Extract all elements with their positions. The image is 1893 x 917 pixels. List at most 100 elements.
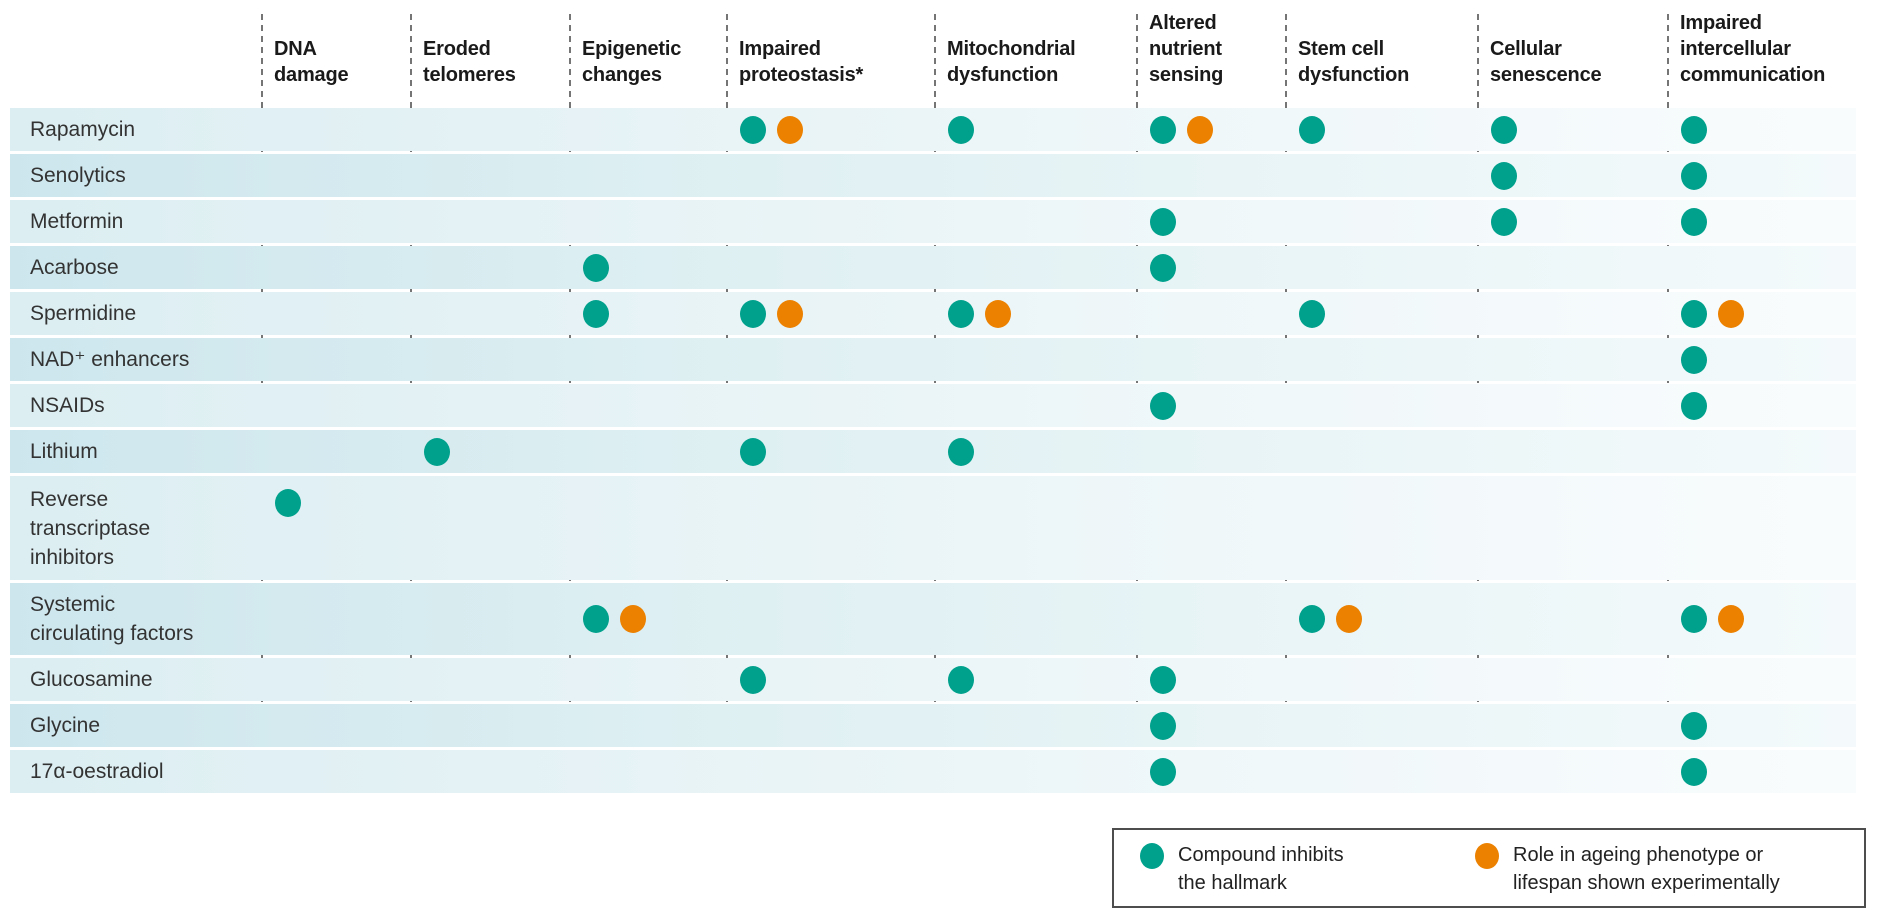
matrix-cell (261, 430, 410, 473)
experimental-role-dot-icon (777, 299, 803, 328)
compound-inhibits-dot-icon (1681, 391, 1707, 420)
matrix-cell (726, 658, 934, 701)
matrix-cell (1667, 154, 1856, 197)
row-label: Spermidine (30, 302, 137, 325)
matrix-cell (1285, 430, 1477, 473)
matrix-cell (1477, 583, 1667, 655)
matrix-cell (569, 430, 726, 473)
compound-inhibits-dot-icon (1681, 605, 1707, 633)
compound-inhibits-dot-icon (1491, 207, 1517, 236)
table-row: Spermidine (10, 292, 1856, 335)
matrix-cell (726, 476, 934, 580)
matrix-cell (410, 200, 569, 243)
matrix-cell (1136, 338, 1285, 381)
matrix-cell (726, 246, 934, 289)
matrix-cell (1477, 292, 1667, 335)
legend-label-inhibits: Compound inhibits the hallmark (1178, 844, 1344, 894)
matrix-cell (934, 200, 1136, 243)
matrix-cell (410, 476, 569, 580)
matrix-cell (1667, 246, 1856, 289)
matrix-cell (726, 583, 934, 655)
legend: Compound inhibits the hallmark Role in a… (1112, 828, 1866, 908)
column-header-impaired-proteostasis: Impaired proteostasis* (739, 38, 864, 86)
matrix-cell (1285, 658, 1477, 701)
matrix-cell (569, 108, 726, 151)
matrix-cell (726, 292, 934, 335)
compound-inhibits-dot-icon (1681, 757, 1707, 786)
column-header-epigenetic-changes: Epigenetic changes (582, 38, 682, 86)
matrix-cell (569, 704, 726, 747)
matrix-cell (569, 338, 726, 381)
matrix-cell (934, 476, 1136, 580)
experimental-role-dot-icon (1718, 605, 1744, 633)
matrix-cell (1667, 583, 1856, 655)
matrix-cell (1136, 384, 1285, 427)
compound-inhibits-dot-icon (948, 115, 974, 144)
compound-inhibits-dot-icon (583, 605, 609, 633)
matrix-cell (1136, 430, 1285, 473)
compound-inhibits-dot-icon (1150, 391, 1176, 420)
matrix-cell (1136, 154, 1285, 197)
matrix-cell (934, 583, 1136, 655)
table-row: Rapamycin (10, 108, 1856, 151)
compound-inhibits-dot-icon (583, 253, 609, 282)
table-row: Reverse transcriptase inhibitors (10, 476, 1856, 580)
matrix-cell (1285, 154, 1477, 197)
table-row: Glycine (10, 704, 1856, 747)
compound-inhibits-dot-icon (275, 489, 301, 517)
compound-inhibits-dot-icon (1681, 345, 1707, 374)
column-header-eroded-telomeres: Eroded telomeres (423, 38, 516, 86)
compound-inhibits-dot-icon (1150, 665, 1176, 694)
matrix-cell (1136, 476, 1285, 580)
table-row: Glucosamine (10, 658, 1856, 701)
matrix-cell (934, 292, 1136, 335)
matrix-cell (726, 338, 934, 381)
matrix-cell (410, 154, 569, 197)
matrix-cell (1285, 292, 1477, 335)
matrix-cell (410, 338, 569, 381)
compound-inhibits-dot-icon (1150, 207, 1176, 236)
matrix-cell (569, 583, 726, 655)
compound-inhibits-dot-icon (740, 437, 766, 466)
matrix-cell (934, 704, 1136, 747)
compound-inhibits-dot-icon (1681, 711, 1707, 740)
row-label: 17α-oestradiol (30, 760, 164, 783)
row-label: Reverse transcriptase inhibitors (30, 487, 151, 569)
compound-inhibits-dot-icon (740, 665, 766, 694)
matrix-cell (1667, 430, 1856, 473)
compound-inhibits-dot-icon (1299, 115, 1325, 144)
matrix-cell (1667, 200, 1856, 243)
matrix-cell (726, 384, 934, 427)
matrix-cell (261, 292, 410, 335)
matrix-cell (410, 750, 569, 793)
matrix-cell (261, 200, 410, 243)
matrix-cell (261, 750, 410, 793)
matrix-cell (1477, 430, 1667, 473)
matrix-cell (1285, 108, 1477, 151)
matrix-cell (261, 384, 410, 427)
row-label: Glycine (30, 714, 101, 737)
matrix-cell (410, 384, 569, 427)
matrix-cell (410, 246, 569, 289)
matrix-cell (726, 108, 934, 151)
row-label: NSAIDs (30, 394, 105, 417)
matrix-cell (261, 583, 410, 655)
column-header-dna-damage: DNA damage (274, 38, 349, 86)
matrix-cell (934, 384, 1136, 427)
matrix-cell (1477, 154, 1667, 197)
matrix-cell (1285, 476, 1477, 580)
matrix-cell (1667, 476, 1856, 580)
experimental-role-dot-icon (1475, 843, 1499, 869)
compound-inhibits-dot-icon (948, 437, 974, 466)
matrix-cell (1477, 246, 1667, 289)
matrix-cell (1667, 108, 1856, 151)
matrix-cell (934, 338, 1136, 381)
table-row: 17α-oestradiol (10, 750, 1856, 793)
column-header-mitochondrial-dysfunction: Mitochondrial dysfunction (947, 38, 1076, 86)
matrix-cell (1136, 200, 1285, 243)
matrix-cell (1477, 704, 1667, 747)
column-header-cellular-senescence: Cellular senescence (1490, 38, 1602, 86)
matrix-rows: Rapamycin Senolytics Metformin Acarbose Sper… (10, 108, 1856, 793)
matrix-cell (261, 476, 410, 580)
